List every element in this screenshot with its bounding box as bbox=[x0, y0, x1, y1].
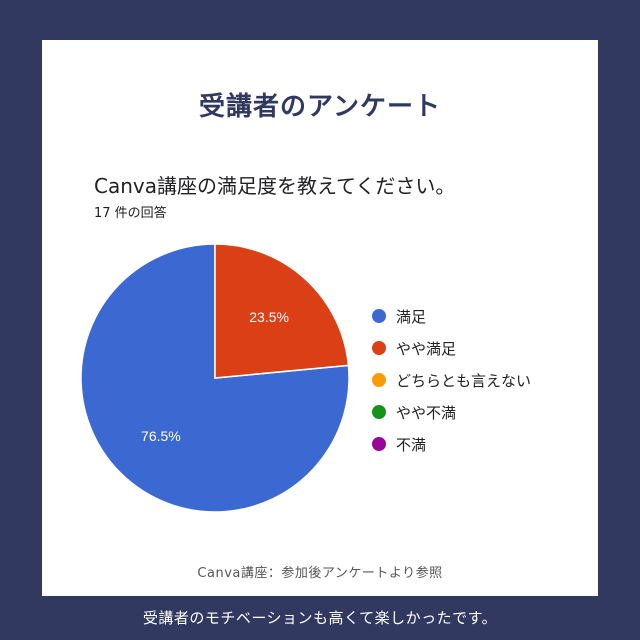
chart-title: Canva講座の満足度を教えてください。 bbox=[94, 174, 456, 198]
legend-label-satisfied: 満足 bbox=[396, 307, 427, 326]
pie-slice-1 bbox=[214, 243, 350, 379]
legend-swatch-neutral bbox=[372, 373, 386, 387]
pie-chart: 76.5% 23.5% bbox=[80, 243, 350, 513]
legend-swatch-somewhat-dissatisfied bbox=[372, 405, 386, 419]
response-count: 17 件の回答 bbox=[94, 206, 167, 221]
source-note: Canva講座：参加後アンケートより参照 bbox=[197, 566, 443, 581]
pie-label-1: 23.5% bbox=[249, 309, 289, 325]
chart-legend: 満足 やや満足 どちらとも言えない やや不満 不満 bbox=[372, 300, 531, 460]
legend-swatch-satisfied bbox=[372, 309, 386, 323]
legend-swatch-somewhat-satisfied bbox=[372, 341, 386, 355]
legend-label-dissatisfied: 不満 bbox=[396, 435, 427, 454]
footer-caption: 受講者のモチベーションも高くて楽しかったです。 bbox=[142, 609, 498, 627]
legend-swatch-dissatisfied bbox=[372, 437, 386, 451]
legend-label-somewhat-satisfied: やや満足 bbox=[396, 339, 457, 358]
legend-item-dissatisfied: 不満 bbox=[372, 428, 531, 460]
legend-item-neutral: どちらとも言えない bbox=[372, 364, 531, 396]
legend-item-satisfied: 満足 bbox=[372, 300, 531, 332]
legend-label-neutral: どちらとも言えない bbox=[396, 371, 532, 390]
legend-item-somewhat-satisfied: やや満足 bbox=[372, 332, 531, 364]
legend-item-somewhat-dissatisfied: やや不満 bbox=[372, 396, 531, 428]
page-heading: 受講者のアンケート bbox=[199, 92, 441, 122]
survey-card: 受講者のアンケート Canva講座の満足度を教えてください。 17 件の回答 7… bbox=[42, 40, 598, 596]
pie-label-0: 76.5% bbox=[141, 428, 181, 444]
legend-label-somewhat-dissatisfied: やや不満 bbox=[396, 403, 457, 422]
